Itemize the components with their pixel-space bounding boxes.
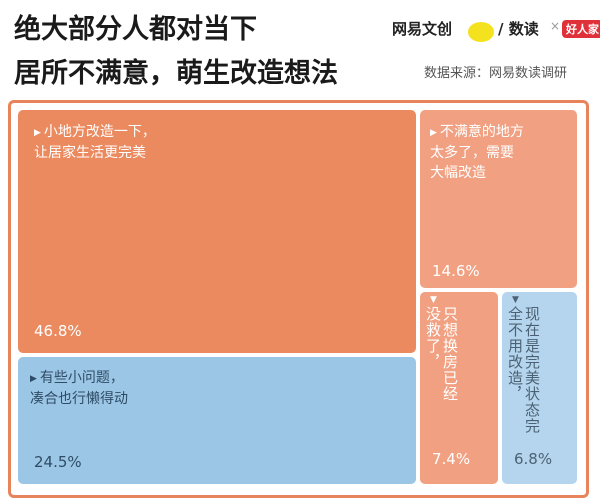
cell-label: ▶ 小地方改造一下， 让居家生活更完美 xyxy=(34,124,156,161)
data-source: 数据来源：网易数读调研 xyxy=(424,66,568,81)
cell-value: 7.4% xyxy=(432,450,471,468)
cell-label: 只想换房已经没救了， xyxy=(424,306,459,402)
triangle-icon: ▶ xyxy=(30,374,37,384)
cell-value: 46.8% xyxy=(34,322,82,340)
brand-shudu: / 数读 xyxy=(498,20,539,38)
brand-times: × xyxy=(550,19,561,33)
netease-logo-icon xyxy=(468,22,494,42)
cell-value: 6.8% xyxy=(514,450,553,468)
triangle-down-icon: ▼ xyxy=(512,295,519,305)
title-line-2: 居所不满意，萌生改造想法 xyxy=(14,58,338,89)
treemap-cell-minor-issues: ▶ 有些小问题， 凑合也行懒得动 24.5% xyxy=(18,357,416,484)
brand-netease: 网易文创 xyxy=(392,20,453,38)
triangle-icon: ▶ xyxy=(430,128,437,138)
treemap-frame: ▶ 小地方改造一下， 让居家生活更完美 46.8% ▶ 有些小问题， 凑合也行懒得动… xyxy=(8,100,589,498)
title-line-1: 绝大部分人都对当下 xyxy=(14,14,257,45)
treemap-cell-major-renovation: ▶ 不满意的地方 太多了，需要 大幅改造 14.6% xyxy=(420,110,577,288)
triangle-down-icon: ▼ xyxy=(430,295,437,305)
cell-value: 14.6% xyxy=(432,262,480,280)
treemap-cell-perfect: ▼ 现在是完美状态完全不用改造， 6.8% xyxy=(502,292,577,484)
treemap-cell-change-house: ▼ 只想换房已经没救了， 7.4% xyxy=(420,292,498,484)
cell-label: ▶ 不满意的地方 太多了，需要 大幅改造 xyxy=(430,124,524,181)
brand-logos: 网易文创 / 数读 × 好人家 xyxy=(392,16,600,46)
cell-label: 现在是完美状态完全不用改造， xyxy=(506,306,541,434)
triangle-icon: ▶ xyxy=(34,128,41,138)
brand-haorenjia: 好人家 xyxy=(562,20,600,38)
cell-value: 24.5% xyxy=(34,453,82,471)
cell-label: ▶ 有些小问题， 凑合也行懒得动 xyxy=(30,370,128,407)
chart-title: 绝大部分人都对当下 居所不满意，萌生改造想法 xyxy=(14,8,394,96)
treemap-cell-small-renovation: ▶ 小地方改造一下， 让居家生活更完美 46.8% xyxy=(18,110,416,353)
